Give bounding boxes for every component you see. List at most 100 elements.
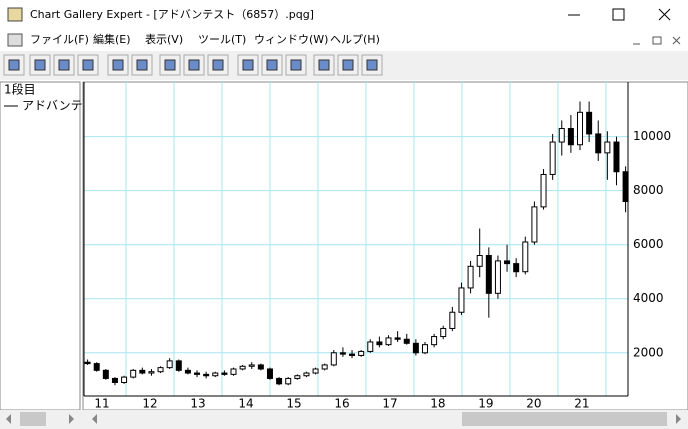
candle-body <box>376 341 383 346</box>
doc-icon <box>7 33 23 47</box>
candle-body <box>212 372 219 377</box>
y-tick-label: 2000 <box>633 345 664 359</box>
candle-body <box>157 367 164 373</box>
menu-item[interactable]: ファイル(F) <box>30 33 89 46</box>
candle-body <box>358 350 365 356</box>
candle-body <box>239 365 246 370</box>
candle-body <box>421 344 428 354</box>
toolbar-icon <box>34 59 46 71</box>
menu-bar <box>0 30 688 50</box>
candle-body <box>449 311 456 329</box>
x-tick-label: 19 <box>478 397 493 411</box>
menu-item[interactable]: 表示(V) <box>145 32 183 46</box>
candle-body <box>476 255 483 267</box>
toolbar-icon <box>8 59 20 71</box>
toolbar-icon <box>242 59 254 71</box>
legend: アドバンテ <box>4 99 83 113</box>
candle-body <box>540 173 547 208</box>
toolbar-icon <box>58 59 70 71</box>
candle-body <box>394 337 401 340</box>
candle-body <box>431 336 438 346</box>
candle-body <box>230 368 237 375</box>
candle-body <box>385 337 392 346</box>
y-tick-label: 6000 <box>633 237 664 251</box>
candle-body <box>84 361 91 365</box>
maximize-button[interactable] <box>612 8 625 21</box>
candle-body <box>321 364 328 370</box>
candle-body <box>504 260 511 265</box>
candle-body <box>458 287 465 313</box>
y-tick-label: 8000 <box>633 183 664 197</box>
candle-body <box>294 375 301 379</box>
close-button[interactable] <box>658 8 671 21</box>
candle-body <box>203 373 210 377</box>
candle-body <box>595 133 602 154</box>
candle-body <box>330 352 337 366</box>
x-tick-label: 14 <box>238 397 253 411</box>
app-icon <box>7 7 23 22</box>
mdi-restore[interactable] <box>652 36 662 45</box>
menu-item[interactable]: ヘルプ(H) <box>330 33 380 46</box>
toolbar-icon <box>266 59 278 71</box>
candle-body <box>339 352 346 355</box>
toolbar-icon <box>112 59 124 71</box>
x-tick-label: 21 <box>574 397 589 411</box>
candle-body <box>622 171 629 202</box>
candle-body <box>121 376 128 383</box>
candle-body <box>467 265 474 289</box>
candle-body <box>494 260 501 294</box>
candle-body <box>440 327 447 338</box>
x-tick-label: 18 <box>430 397 445 411</box>
candle-body <box>257 364 264 370</box>
menu-item[interactable]: ウィンドウ(W) <box>254 33 328 46</box>
y-tick-label: 4000 <box>633 291 664 305</box>
toolbar-icon <box>318 59 330 71</box>
scroll-right[interactable] <box>69 414 74 424</box>
candle-body <box>531 206 538 243</box>
scroll-left[interactable] <box>6 414 11 424</box>
scroll-left[interactable] <box>92 414 97 424</box>
candle-body <box>577 111 584 146</box>
x-tick-label: 16 <box>334 397 349 411</box>
toolbar-icon <box>188 59 200 71</box>
candle-body <box>613 141 620 173</box>
candle-body <box>102 369 109 379</box>
x-tick-label: 12 <box>142 397 157 411</box>
candle-body <box>139 369 146 374</box>
candle-body <box>567 128 574 146</box>
candle-body <box>184 369 191 374</box>
scroll-thumb[interactable] <box>20 412 46 426</box>
y-tick-label: 10000 <box>633 129 671 143</box>
candle-body <box>367 341 374 352</box>
left-panel <box>0 81 81 411</box>
x-tick-label: 11 <box>94 397 109 411</box>
scroll-thumb[interactable] <box>462 412 667 426</box>
mdi-close[interactable] <box>672 36 681 45</box>
toolbar-buttons <box>3 54 383 76</box>
candle-body <box>586 111 593 135</box>
toolbar-icon <box>366 59 378 71</box>
candle-body <box>93 363 100 371</box>
window-title: Chart Gallery Expert - [アドバンテスト（6857）.pq… <box>30 8 314 21</box>
candle-body <box>194 372 201 375</box>
x-tick-label: 15 <box>286 397 301 411</box>
candle-body <box>513 263 520 273</box>
menu-item[interactable]: 編集(E) <box>93 32 131 46</box>
candle-body <box>349 353 356 356</box>
candle-body <box>485 255 492 294</box>
toolbar-icon <box>82 59 94 71</box>
x-tick-label: 20 <box>526 397 541 411</box>
candle-body <box>549 141 556 175</box>
scroll-right[interactable] <box>676 414 681 424</box>
candle-body <box>221 372 228 375</box>
candle-body <box>285 377 292 385</box>
menu-item[interactable]: ツール(T) <box>198 33 246 46</box>
candle-body <box>558 128 565 143</box>
candle-body <box>111 377 118 383</box>
candle-body <box>312 368 319 374</box>
candle-body <box>604 141 611 154</box>
x-tick-label: 17 <box>382 397 397 411</box>
